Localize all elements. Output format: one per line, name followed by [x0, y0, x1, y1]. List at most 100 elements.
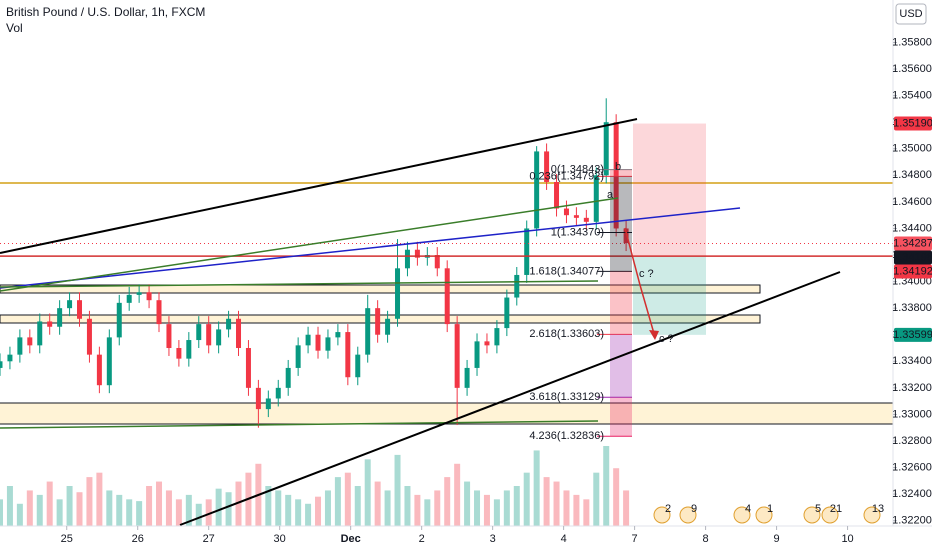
y-tick-label: 1.34000 — [892, 276, 932, 288]
price-tag-label: 1.35190 — [893, 117, 932, 129]
volume-bar — [374, 481, 381, 526]
candle-body — [504, 297, 510, 329]
candle-body — [623, 228, 629, 244]
candle-body — [305, 334, 311, 346]
candle-body — [544, 151, 550, 182]
stop-zone — [633, 123, 706, 257]
volume-bar — [444, 477, 451, 526]
candle-body — [216, 329, 222, 346]
y-tick-label: 1.33200 — [892, 382, 932, 394]
volume-bar — [285, 494, 292, 526]
currency: USD — [899, 8, 922, 20]
x-tick-label: 25 — [61, 533, 73, 545]
event-label: 2 — [665, 503, 671, 515]
volume-bar — [483, 494, 490, 526]
volume-bar — [434, 490, 441, 526]
fib-label: 2.618(1.33603) — [529, 328, 604, 340]
candle-body — [245, 348, 251, 388]
volume-bar — [305, 503, 312, 526]
fib-band — [610, 232, 632, 272]
candle-body — [484, 341, 490, 346]
volume-bar — [156, 481, 163, 526]
candle-body — [434, 255, 440, 269]
volume-bar — [315, 496, 322, 526]
candle-body — [67, 300, 73, 309]
candle-body — [255, 387, 261, 410]
price-tag — [894, 327, 932, 342]
volume-bar — [573, 494, 580, 526]
volume-bar — [26, 490, 33, 526]
fib-band — [610, 169, 632, 177]
volume-bar — [106, 490, 113, 526]
event-label: 13 — [872, 503, 884, 515]
candle-body — [474, 341, 480, 368]
candle-body — [47, 321, 53, 327]
candle-body — [17, 337, 23, 355]
volume-bar — [295, 499, 302, 526]
wave-label: c ? — [639, 268, 654, 280]
volume-bar — [56, 499, 63, 526]
candle-body — [365, 308, 371, 355]
price-tag-label: 1.34287 — [893, 237, 932, 249]
volume-bar — [66, 486, 73, 526]
candles — [0, 98, 630, 526]
event-icon — [863, 506, 881, 524]
volume-bar — [384, 490, 391, 526]
event-label: 1 — [767, 503, 773, 515]
fib: 0(1.34843)0.236(1.34792) 1(1.34370) 1.618(… — [0, 123, 893, 442]
candle-body — [206, 324, 212, 346]
currency-box[interactable] — [895, 3, 927, 25]
volume-bar — [6, 486, 13, 526]
candle-body — [514, 274, 520, 298]
volume-bar — [593, 472, 600, 526]
x-tick-label: 10 — [841, 533, 853, 545]
y-tick-label: 1.35600 — [892, 63, 932, 75]
candle-body — [7, 354, 13, 362]
candle-body — [464, 367, 470, 388]
candle-body — [136, 292, 142, 295]
wave-label: a — [607, 189, 614, 201]
fib-band — [610, 271, 632, 335]
x-tick-label: 7 — [632, 533, 638, 545]
candle-body — [126, 294, 132, 303]
event-label: 5 — [815, 503, 821, 515]
candle-body — [444, 268, 450, 325]
price-tag-label: 1.34198 — [893, 251, 932, 263]
volume-bar — [603, 446, 610, 526]
x-tick-label: 8 — [703, 533, 709, 545]
fib-label: 0.236(1.34792) — [529, 170, 604, 182]
volume-label: Vol — [6, 21, 23, 35]
volume-bar — [146, 486, 153, 526]
candle-body — [106, 337, 112, 386]
x-tick-label: 26 — [132, 533, 144, 545]
price-tag — [894, 116, 932, 131]
y-tick-label: 1.33000 — [892, 408, 932, 420]
volume-bar — [225, 492, 232, 526]
candle-body — [176, 348, 182, 359]
volume-bar — [474, 490, 481, 526]
fib-label: 3.618(1.33129) — [529, 391, 604, 403]
candle-body — [345, 332, 351, 378]
candle-body — [603, 122, 609, 176]
candle-body — [116, 302, 122, 338]
candle-body — [563, 208, 569, 216]
candle-body — [96, 354, 102, 386]
volume-bar — [553, 481, 560, 526]
candle-body — [524, 228, 530, 275]
candle-body — [494, 328, 500, 346]
x-tick-label: Dec — [341, 533, 361, 545]
volume-bar — [195, 503, 202, 526]
volume-bar — [96, 472, 103, 526]
candle-body — [166, 324, 172, 349]
trendline — [0, 280, 599, 288]
y-tick-label: 1.32200 — [892, 515, 932, 527]
y-tick-label: 1.34800 — [892, 169, 932, 181]
candle-body — [196, 324, 202, 341]
arrow-head — [649, 330, 659, 340]
volume-bar — [414, 494, 421, 526]
candle-body — [385, 318, 391, 335]
trendlines — [0, 118, 841, 526]
volume-bar — [205, 499, 212, 526]
forecast-arrow — [624, 227, 656, 338]
